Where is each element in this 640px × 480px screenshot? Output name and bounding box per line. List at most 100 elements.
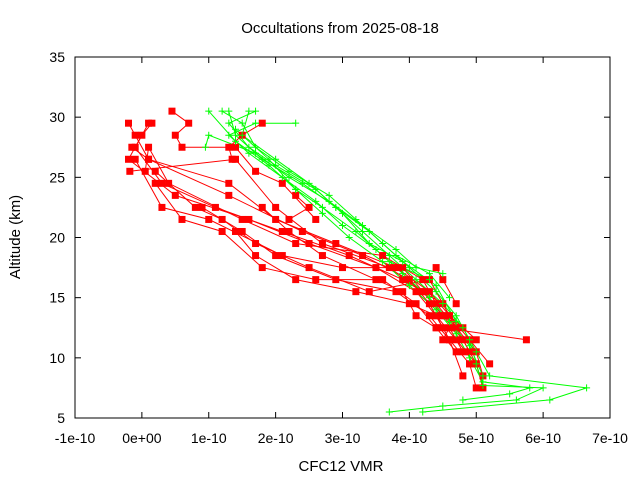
data-point (399, 258, 407, 266)
data-point (332, 203, 340, 211)
data-point (285, 173, 293, 181)
data-point (583, 384, 591, 392)
x-tick-label: 4e-10 (391, 430, 427, 446)
data-point (486, 360, 494, 368)
data-point (359, 221, 367, 229)
data-point (238, 227, 246, 235)
data-point (225, 179, 233, 187)
data-point (278, 179, 286, 187)
data-point (205, 131, 213, 139)
data-point (432, 288, 440, 296)
data-point (185, 119, 193, 127)
data-point (459, 336, 467, 344)
data-point (245, 143, 253, 151)
data-point (125, 119, 132, 127)
data-point (205, 107, 213, 115)
data-point (526, 384, 534, 392)
data-point (372, 246, 380, 254)
data-point (225, 131, 233, 139)
data-point (201, 143, 209, 151)
data-point (412, 288, 420, 296)
data-point (379, 252, 387, 260)
data-point (352, 288, 360, 296)
data-point (252, 167, 260, 175)
data-point (385, 258, 393, 266)
data-point (459, 348, 467, 356)
data-point (412, 300, 420, 308)
data-point (171, 131, 179, 139)
data-point (305, 179, 313, 187)
x-tick-label: 5e-10 (458, 430, 494, 446)
data-point (365, 288, 373, 296)
data-point (272, 155, 280, 163)
data-point (339, 264, 346, 272)
profile-markers (125, 107, 591, 416)
x-tick-label: 7e-10 (592, 430, 628, 446)
data-point (439, 312, 447, 320)
profile-line (128, 122, 527, 341)
data-point (305, 264, 313, 272)
data-point (285, 215, 293, 223)
data-point (372, 264, 380, 272)
data-point (439, 276, 447, 284)
data-point (178, 143, 186, 151)
data-point (252, 143, 260, 151)
x-tick-label: 2e-10 (258, 430, 294, 446)
data-point (272, 161, 280, 169)
data-point (412, 312, 420, 320)
profile-line (201, 206, 464, 377)
data-point (272, 215, 280, 223)
data-point (305, 203, 313, 211)
data-point (131, 155, 139, 163)
data-point (252, 119, 260, 127)
data-point (312, 197, 320, 205)
data-point (405, 282, 413, 290)
data-point (432, 306, 440, 314)
data-point (272, 203, 280, 211)
data-point (285, 227, 293, 235)
data-point (459, 372, 467, 380)
data-point (399, 276, 407, 284)
data-point (138, 131, 146, 139)
data-point (399, 270, 407, 278)
data-point (272, 252, 280, 260)
plot-frame (74, 56, 611, 419)
data-point (446, 324, 453, 332)
data-point (405, 300, 413, 308)
data-point (252, 240, 260, 248)
data-point (148, 119, 156, 127)
data-point (285, 167, 293, 175)
data-point (459, 396, 467, 404)
data-point (466, 354, 474, 362)
data-point (419, 276, 427, 284)
data-point (245, 215, 253, 223)
data-point (539, 384, 547, 392)
data-point (452, 330, 460, 338)
data-point (292, 119, 300, 127)
data-point (292, 191, 300, 199)
data-point (546, 396, 554, 404)
data-point (405, 276, 413, 284)
data-point (399, 288, 407, 296)
data-point (379, 276, 387, 284)
data-point (225, 143, 233, 151)
profile-line (134, 122, 484, 377)
data-point (278, 173, 286, 181)
data-point (452, 318, 460, 326)
data-point (522, 336, 530, 344)
data-point (191, 203, 199, 211)
data-point (258, 203, 266, 211)
data-point (318, 209, 326, 217)
data-point (439, 270, 447, 278)
data-point (399, 264, 407, 272)
y-axis-label: Altitude (km) (7, 195, 24, 279)
data-point (339, 221, 346, 229)
data-point (145, 155, 153, 163)
data-point (265, 155, 273, 163)
data-point (128, 143, 136, 151)
data-point (425, 270, 433, 278)
data-point (312, 185, 320, 193)
data-point (151, 179, 159, 187)
data-point (472, 384, 480, 392)
data-point (232, 125, 239, 133)
